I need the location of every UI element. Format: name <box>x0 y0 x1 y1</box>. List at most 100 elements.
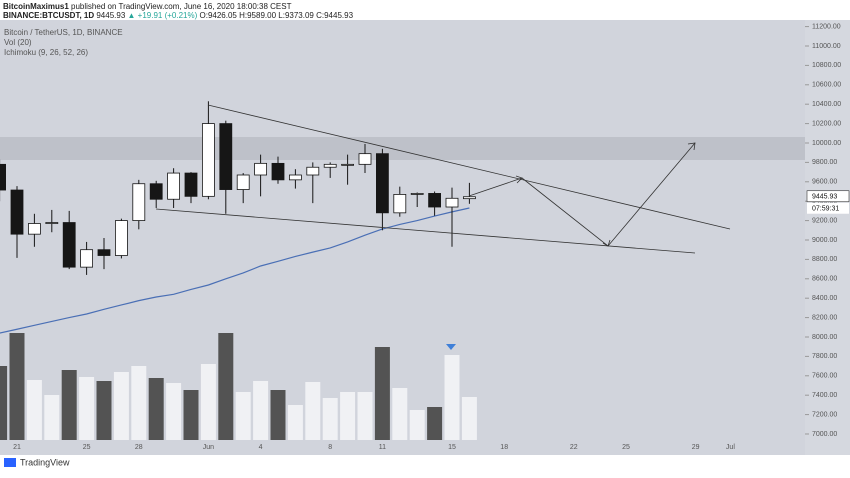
candle-body <box>45 222 59 224</box>
volume-bar <box>253 381 269 440</box>
candle-body <box>323 163 337 168</box>
y-tick-label: 7800.00 <box>812 353 837 360</box>
resistance-zone <box>0 137 805 160</box>
x-tick-label: Jun <box>203 444 214 451</box>
arrow-head <box>602 239 611 247</box>
volume-bar <box>461 397 477 440</box>
x-tick-label: 28 <box>135 444 143 451</box>
volume-bar <box>218 333 234 440</box>
brand: TradingView <box>4 457 70 467</box>
y-tick-label: 11000.00 <box>812 43 841 50</box>
volume-bar <box>305 382 321 440</box>
volume-bar <box>148 378 164 440</box>
volume-bar <box>235 392 251 440</box>
y-tick-label: 8800.00 <box>812 256 837 263</box>
arrow-head <box>687 142 696 151</box>
y-tick-label: 11200.00 <box>812 23 841 30</box>
y-tick-label: 7000.00 <box>812 431 837 438</box>
candle-layer <box>0 101 476 334</box>
candle-body <box>132 183 146 221</box>
volume-bar <box>0 366 8 440</box>
volume-bar <box>26 380 42 440</box>
candle-body <box>306 166 320 176</box>
candle-body <box>0 163 6 191</box>
volume-bar <box>166 383 182 440</box>
y-tick-label: 10400.00 <box>812 101 841 108</box>
candle-body <box>288 174 302 181</box>
volume-bar <box>340 392 356 440</box>
volume-bar <box>79 377 95 440</box>
y-tick-label: 8200.00 <box>812 314 837 321</box>
indicator-line <box>0 207 470 334</box>
volume-bar <box>200 364 216 440</box>
countdown-box <box>807 202 849 214</box>
ohlc: O:9426.05 <box>200 11 238 20</box>
projection-path <box>468 142 696 247</box>
volume-bar <box>444 355 460 440</box>
candle-body <box>375 153 389 214</box>
y-tick-label: 9200.00 <box>812 217 837 224</box>
candle-body <box>10 189 24 235</box>
x-tick-label: 29 <box>692 444 700 451</box>
candle-body <box>462 196 476 200</box>
volume-bar <box>131 366 147 440</box>
x-tick-label: Jul <box>726 444 735 451</box>
volume-bar <box>183 390 199 440</box>
arrow-head <box>515 175 523 184</box>
candle-body <box>80 249 93 268</box>
symbol: BINANCE:BTCUSDT, 1D <box>3 11 94 20</box>
y-tick-label: 7600.00 <box>812 373 837 380</box>
volume-bar <box>96 381 112 440</box>
countdown: 07:59:31 <box>812 206 839 213</box>
published: published on TradingView.com, June 16, 2… <box>71 2 292 11</box>
trendline <box>207 104 731 230</box>
brand-logo <box>4 458 16 467</box>
trendline <box>155 208 696 254</box>
candle-body <box>115 220 128 256</box>
legend-entry: Ichimoku (9, 26, 52, 26) <box>4 48 88 57</box>
author: BitcoinMaximus1 <box>3 2 69 11</box>
candle-body <box>428 193 442 208</box>
candle-body <box>236 174 250 190</box>
y-tick-label: 10600.00 <box>812 82 841 89</box>
y-tick-label: 10200.00 <box>812 120 841 127</box>
volume-bar <box>374 347 390 440</box>
y-tick-label: 9800.00 <box>812 159 837 166</box>
x-tick-label: 8 <box>328 444 332 451</box>
candle-body <box>219 123 233 190</box>
candle-body <box>201 123 215 197</box>
trendlines <box>155 104 731 254</box>
volume-bar <box>9 333 25 440</box>
candle-body <box>62 222 76 268</box>
candle-body <box>184 172 198 197</box>
price-tag-box <box>806 190 850 203</box>
ohlc: H:9589.00 <box>239 11 276 20</box>
candle-body <box>167 172 181 200</box>
volume-bar <box>322 398 338 440</box>
volume-bar <box>427 407 443 440</box>
price-axis-background <box>805 20 850 455</box>
candle-body <box>393 194 407 214</box>
x-tick-label: 18 <box>500 444 508 451</box>
x-tick-label: 11 <box>379 444 386 451</box>
volume-bar <box>392 388 408 440</box>
volume-bar <box>409 410 425 440</box>
y-tick-label: 10800.00 <box>812 62 841 69</box>
brand-name: TradingView <box>20 457 70 467</box>
candle-body <box>358 153 372 165</box>
header-line-2: BINANCE:BTCUSDT, 1D 9445.93 ▲ +19.91 (+0… <box>3 11 354 20</box>
candle-body <box>254 162 268 176</box>
volume-bar <box>270 390 286 440</box>
change: ▲ +19.91 (+0.21%) <box>128 11 198 20</box>
x-tick-label: 25 <box>622 444 630 451</box>
x-tick-label: 22 <box>570 444 578 451</box>
ohlc: C:9445.93 <box>316 11 353 20</box>
volume-bar <box>357 392 373 440</box>
y-tick-label: 7200.00 <box>812 411 837 418</box>
volume-bar <box>113 372 129 440</box>
y-tick-label: 7400.00 <box>812 392 837 399</box>
header-line-1: BitcoinMaximus1 published on TradingView… <box>3 2 292 11</box>
y-tick-label: 9600.00 <box>812 179 837 186</box>
volume-bar <box>44 395 60 440</box>
